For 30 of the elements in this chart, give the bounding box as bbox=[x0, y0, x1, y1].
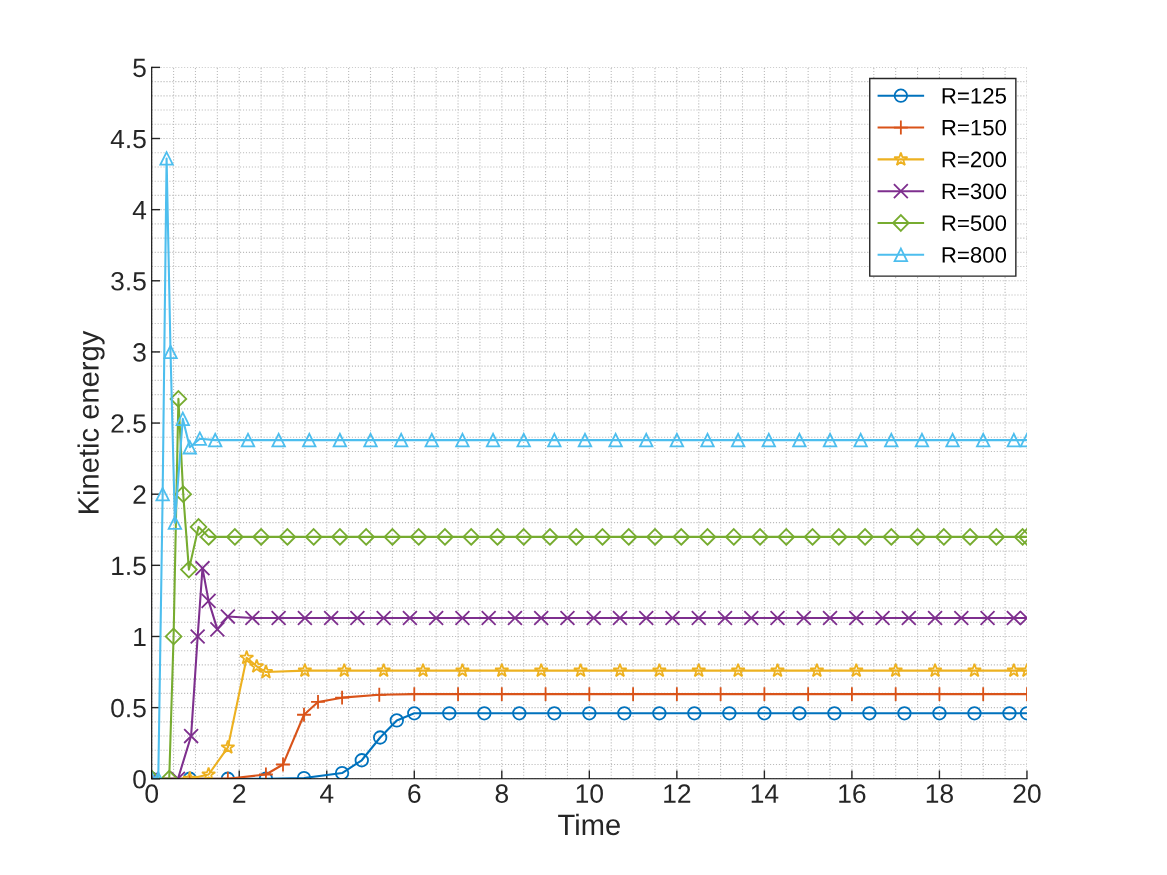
legend-label: R=500 bbox=[942, 215, 1007, 231]
x-tick-label: 18 bbox=[926, 784, 953, 803]
y-tick-label: 5 bbox=[133, 58, 146, 78]
x-tick-label: 2 bbox=[233, 784, 246, 803]
x-tick-label: 12 bbox=[664, 784, 691, 803]
x-tick-label: 4 bbox=[320, 784, 334, 803]
legend-label: R=150 bbox=[942, 119, 1007, 136]
y-tick-label: 4.5 bbox=[110, 129, 146, 149]
x-tick-label: 20 bbox=[1013, 784, 1041, 803]
y-axis-title: Kinetic energy bbox=[77, 330, 105, 514]
x-tick-label: 0 bbox=[145, 784, 159, 803]
y-tick-label: 4 bbox=[132, 201, 147, 220]
x-tick-label: 16 bbox=[839, 784, 866, 803]
legend-label: R=800 bbox=[942, 247, 1007, 263]
x-tick-label: 10 bbox=[576, 784, 603, 803]
y-tick-label: 2 bbox=[133, 485, 146, 504]
y-tick-label: 1 bbox=[134, 627, 146, 647]
x-tick-label: 6 bbox=[408, 784, 421, 803]
y-tick-label: 0 bbox=[133, 769, 146, 789]
legend-label: R=200 bbox=[942, 151, 1007, 168]
y-tick-label: 0.5 bbox=[111, 698, 146, 718]
y-tick-label: 2.5 bbox=[111, 414, 146, 433]
y-tick-label: 3.5 bbox=[111, 271, 146, 291]
x-tick-label: 14 bbox=[751, 784, 779, 803]
y-tick-label: 3 bbox=[133, 343, 146, 362]
y-tick-label: 1.5 bbox=[112, 556, 146, 576]
legend-label: R=300 bbox=[942, 183, 1007, 200]
x-axis-title: Time bbox=[558, 813, 620, 836]
legend-label: R=125 bbox=[942, 87, 1007, 104]
x-tick-label: 8 bbox=[495, 784, 508, 803]
